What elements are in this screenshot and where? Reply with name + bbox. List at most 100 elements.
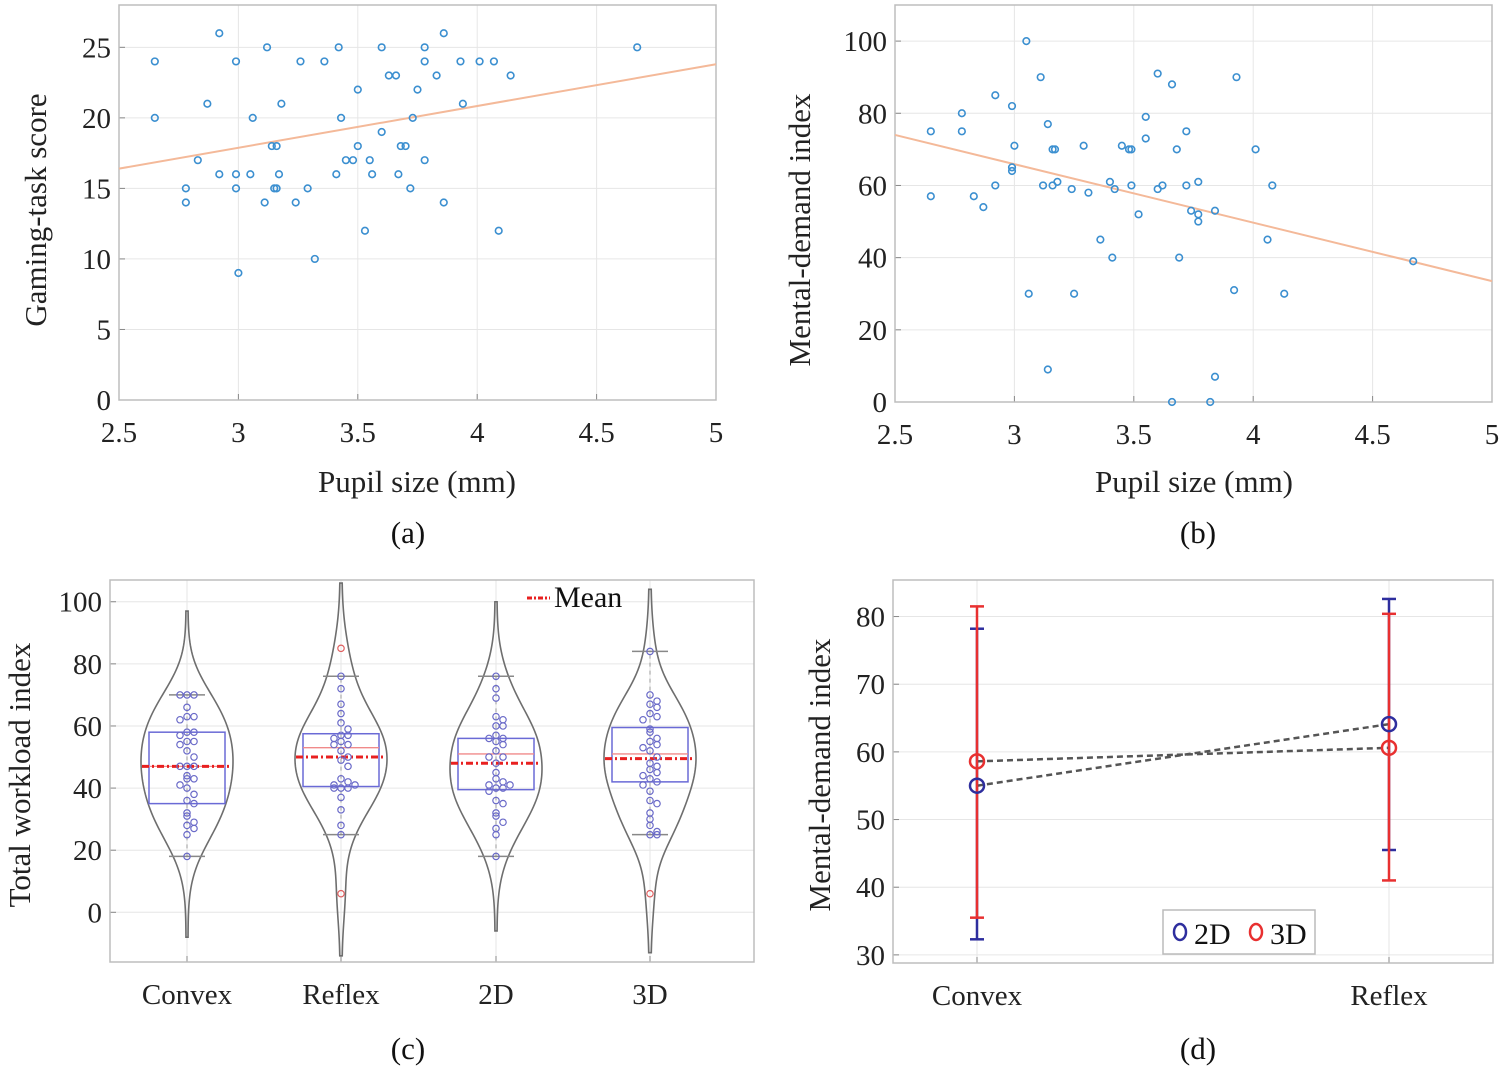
panel-c-ylabel: Total workload index: [2, 642, 37, 907]
panel-a-data-point: [332, 170, 341, 179]
panel-a-label: (a): [391, 515, 425, 550]
panel-a-data-point: [234, 268, 243, 278]
outlier-Reflex: [337, 889, 345, 898]
data-point-2D: [485, 787, 493, 795]
data-point-2D: [492, 759, 500, 768]
panel-b-xtick-label: 4: [1246, 419, 1261, 451]
panel-b-data-point: [1117, 141, 1126, 150]
data-point-3D: [653, 740, 661, 749]
data-point-2D: [485, 753, 493, 761]
panel-a-plot-area: [119, 5, 716, 400]
panel-a-ytick-label: 0: [97, 385, 112, 417]
panel-b-data-point: [991, 181, 1000, 190]
data-point-Convex: [190, 762, 198, 771]
panel-a-data-point: [231, 184, 241, 193]
data-point-Reflex: [330, 740, 338, 749]
panel-a-data-point: [246, 170, 255, 179]
panel-a-data-point: [420, 43, 429, 52]
panel-a-data-point: [320, 57, 329, 66]
panel-d-xtick-label: Convex: [932, 980, 1023, 1012]
data-point-Convex: [190, 790, 198, 799]
data-point-Reflex: [337, 793, 345, 802]
panel-a-xtick-label: 4.5: [578, 417, 614, 449]
panel-b-data-point: [1263, 235, 1272, 244]
data-point-Convex: [183, 784, 191, 792]
panel-a-data-point: [348, 156, 358, 165]
panel-b-data-point: [1043, 119, 1052, 129]
data-point-Convex: [183, 691, 191, 699]
panel-a-data-point: [193, 156, 202, 165]
panel-a-data-point: [368, 170, 377, 179]
panel-a-data-point: [248, 113, 257, 122]
data-point-Reflex: [337, 700, 345, 709]
panel-b-xlabel: Pupil size (mm): [1095, 464, 1293, 499]
panel-d-ytick-label: 40: [856, 872, 885, 904]
data-point-3D: [646, 725, 654, 733]
panel-b-ytick-label: 80: [858, 98, 887, 130]
panel-a-data-point: [291, 198, 300, 207]
panel-b-data-point: [1079, 141, 1088, 150]
panel-a-data-point: [377, 127, 386, 137]
data-point-3D: [639, 743, 647, 752]
panel-a-data-point: [365, 156, 374, 165]
panel-c-xtick-label: 3D: [632, 979, 667, 1011]
panel-b-data-point: [1210, 206, 1220, 215]
data-point-Reflex: [330, 781, 338, 789]
panel-c-ytick-label: 0: [88, 897, 103, 929]
panel-a-data-point: [274, 170, 284, 179]
data-point-Reflex: [337, 821, 345, 830]
panel-a-data-point: [401, 141, 410, 151]
panel-a-data-point: [272, 184, 281, 193]
violin-Convex: [140, 610, 234, 938]
panel-b-data-point: [1038, 181, 1048, 190]
panel-b-data-point: [1067, 184, 1076, 194]
data-point-3D: [646, 647, 654, 656]
data-point-Reflex: [344, 731, 352, 740]
panel-c-ytick-label: 20: [73, 835, 102, 867]
panel-a-data-point: [456, 57, 465, 66]
panel-a-data-point: [377, 43, 386, 52]
panel-a-data-point: [439, 198, 448, 207]
data-point-3D: [646, 774, 654, 783]
data-point-Convex: [183, 821, 191, 830]
legend-label-3D: 3D: [1270, 918, 1307, 951]
panel-b-data-point: [1127, 145, 1136, 154]
panel-b-data-point: [1172, 145, 1181, 154]
panel-a-ytick-label: 15: [82, 173, 111, 205]
panel-b-label: (b): [1180, 515, 1216, 550]
panel-b-xtick-label: 2.5: [877, 419, 913, 451]
data-point-Convex: [176, 691, 184, 699]
panel-d-ytick-label: 70: [856, 669, 885, 701]
data-point-Convex: [183, 762, 191, 771]
data-point-3D: [653, 827, 661, 836]
data-point-3D: [646, 765, 654, 774]
legend-marker-2D: [1172, 922, 1188, 942]
data-point-Convex: [190, 799, 198, 808]
panel-c-xtick-label: Convex: [142, 979, 233, 1011]
data-point-Reflex: [337, 830, 345, 839]
data-point-Reflex: [337, 747, 345, 755]
connector-3D: [976, 746, 1390, 763]
panel-b-data-point: [926, 127, 935, 136]
panel-b-data-point: [1280, 289, 1289, 298]
data-point-Reflex: [337, 709, 345, 718]
panel-a-data-point: [215, 29, 224, 38]
mean-marker-3D: [1380, 739, 1398, 757]
panel-b-data-point: [1409, 257, 1418, 266]
panel-c-axes-box: [109, 579, 755, 963]
panel-b-data-point: [1110, 184, 1119, 194]
data-point-3D: [653, 799, 661, 808]
panel-b-ytick-label: 0: [873, 387, 888, 419]
violin-2D: [449, 600, 543, 932]
panel-b-ytick-label: 60: [858, 170, 887, 202]
data-point-3D: [646, 737, 654, 746]
panel-b-data-point: [1084, 188, 1093, 197]
data-point-3D: [646, 747, 654, 755]
data-point-Convex: [176, 740, 184, 749]
panel-a-data-point: [336, 113, 346, 122]
panel-a-data-point: [310, 254, 319, 264]
panel-a-data-point: [277, 99, 286, 108]
data-point-3D: [646, 728, 654, 736]
panel-b-data-point: [1024, 289, 1033, 298]
data-point-Reflex: [351, 781, 359, 789]
